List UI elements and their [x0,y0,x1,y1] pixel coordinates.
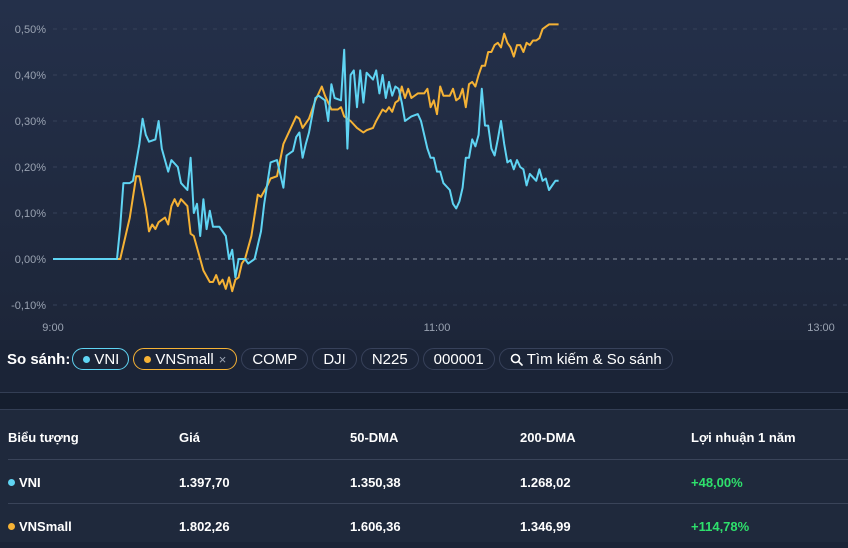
dma50-cell: 1.350,38 [350,474,401,490]
series-line-vni[interactable] [53,48,559,279]
divider [0,392,848,393]
chip-vni-label: VNI [94,350,120,368]
table-header-row: Biểu tượng Giá 50-DMA 200-DMA Lợi nhuận … [8,416,848,458]
vnsmall-dot-icon [8,522,15,530]
chip-comp[interactable]: COMP [241,348,309,370]
header-50dma: 50-DMA [350,429,399,445]
y-tick-label: 0,00% [15,254,46,266]
table-row[interactable]: VNSmall 1.802,26 1.606,36 1.346,99 +114,… [8,504,848,548]
symbol-label: VNSmall [19,518,72,534]
vnsmall-dot-icon [144,355,152,363]
y-tick-label: 0,20% [15,162,46,174]
x-tick-label: 13:00 [807,322,835,334]
y-tick-label: 0,10% [15,208,46,220]
comparison-table: Biểu tượng Giá 50-DMA 200-DMA Lợi nhuận … [0,410,848,542]
compare-label: So sánh: [7,350,71,368]
y-tick-label: 0,50% [15,24,46,36]
chip-dji-label: DJI [323,350,346,368]
chart-canvas[interactable]: 0,50% 0,40% 0,30% 0,20% 0,10% 0,00% -0,10% 9:00… [0,0,848,340]
chip-000001-label: 000001 [433,350,484,368]
chip-comp-label: COMP [252,350,298,368]
close-icon[interactable]: × [218,351,227,367]
x-tick-label: 11:00 [424,322,451,334]
header-price: Giá [179,429,200,445]
return-1y-cell: +48,00% [691,474,743,490]
dma200-cell: 1.268,02 [520,474,571,490]
symbol-label: VNI [19,474,41,490]
compare-bar: So sánh: VNI VNSmall × COMP DJI N225 000… [0,346,848,372]
y-tick-label: -0,10% [11,300,46,312]
dma50-cell: 1.606,36 [350,518,401,534]
symbol-cell: VNI [8,475,41,490]
vni-dot-icon [8,478,15,486]
chip-vnsmall[interactable]: VNSmall × [133,348,238,370]
search-icon [510,353,523,366]
table-row[interactable]: VNI 1.397,70 1.350,38 1.268,02 +48,00% [8,460,848,504]
price-cell: 1.802,26 [179,518,230,534]
header-200dma: 200-DMA [520,429,576,445]
chip-vnsmall-label: VNSmall [155,350,214,368]
search-compare-label: Tìm kiếm & So sánh [526,350,662,368]
return-1y-cell: +114,78% [691,518,750,534]
header-symbol: Biểu tượng [8,429,79,445]
vni-dot-icon [83,355,91,363]
series-line-vnsmall[interactable] [53,23,559,293]
chip-000001[interactable]: 000001 [422,348,495,370]
chip-n225[interactable]: N225 [360,348,419,370]
y-tick-label: 0,30% [15,116,46,128]
divider [0,409,848,410]
row-divider [8,459,848,460]
dma200-cell: 1.346,99 [520,518,571,534]
chip-dji[interactable]: DJI [312,348,357,370]
symbol-cell: VNSmall [8,519,72,534]
comparison-chart[interactable]: 0,50% 0,40% 0,30% 0,20% 0,10% 0,00% -0,10% 9:00… [0,0,848,340]
row-divider [8,503,848,504]
price-cell: 1.397,70 [179,474,230,490]
header-return-1y: Lợi nhuận 1 năm [691,429,796,445]
chip-n225-label: N225 [371,350,408,368]
x-tick-label: 9:00 [42,322,63,334]
search-compare-button[interactable]: Tìm kiếm & So sánh [498,348,673,370]
section-band [0,393,848,409]
y-tick-label: 0,40% [15,70,46,82]
chip-vni[interactable]: VNI [72,348,130,370]
